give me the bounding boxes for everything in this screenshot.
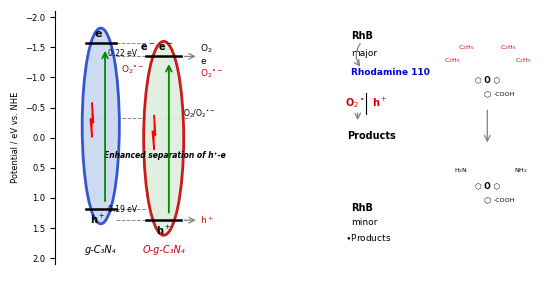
Text: minor: minor <box>351 218 378 227</box>
Text: e: e <box>94 29 102 39</box>
Text: major: major <box>351 49 377 58</box>
Text: C$_2$H$_5$: C$_2$H$_5$ <box>500 43 516 52</box>
Text: NH$_2$: NH$_2$ <box>514 166 528 175</box>
Text: ⬡: ⬡ <box>483 196 491 205</box>
Text: Products: Products <box>347 130 396 140</box>
Text: ⬡ O ⬡: ⬡ O ⬡ <box>475 181 500 190</box>
Text: H$_2$N: H$_2$N <box>454 166 468 175</box>
Text: h$^+$: h$^+$ <box>372 96 388 109</box>
Polygon shape <box>90 103 94 137</box>
Text: h$^+$: h$^+$ <box>156 225 171 237</box>
Text: g-C₃N₄: g-C₃N₄ <box>85 245 117 255</box>
Text: 0.22 eV: 0.22 eV <box>108 49 137 58</box>
Text: 0.19 eV: 0.19 eV <box>108 205 137 214</box>
Text: ⬡: ⬡ <box>483 90 491 99</box>
Text: e: e <box>200 57 206 66</box>
Y-axis label: Potential / eV vs. NHE: Potential / eV vs. NHE <box>10 92 20 183</box>
Text: O$_2$$^{\bullet-}$: O$_2$$^{\bullet-}$ <box>200 67 223 80</box>
Text: -COOH: -COOH <box>493 198 515 203</box>
Text: O$_2$$^\bullet$: O$_2$$^\bullet$ <box>345 96 365 110</box>
Text: Enhanced separation of h⁺-e: Enhanced separation of h⁺-e <box>104 151 226 160</box>
Polygon shape <box>152 115 156 149</box>
Text: $\bullet$Products: $\bullet$Products <box>345 232 392 243</box>
Text: RhB: RhB <box>351 31 373 41</box>
Ellipse shape <box>82 28 119 224</box>
Text: O-g-C₃N₄: O-g-C₃N₄ <box>142 245 185 255</box>
Text: h$^+$: h$^+$ <box>90 213 106 226</box>
Text: O$_2$: O$_2$ <box>200 42 213 55</box>
Text: Rhodamine 110: Rhodamine 110 <box>351 68 430 77</box>
Text: O$_2$/O$_2$$^{\bullet-}$: O$_2$/O$_2$$^{\bullet-}$ <box>183 108 216 121</box>
Text: C$_2$H$_5$: C$_2$H$_5$ <box>443 56 460 65</box>
Text: O$_2$$^{\bullet-}$: O$_2$$^{\bullet-}$ <box>121 64 145 76</box>
Text: e$^-$ e$^-$: e$^-$ e$^-$ <box>140 42 173 53</box>
Text: RhB: RhB <box>351 203 373 212</box>
Text: C$_2$H$_5$: C$_2$H$_5$ <box>515 56 531 65</box>
Ellipse shape <box>144 41 184 235</box>
Text: -COOH: -COOH <box>493 92 515 97</box>
Text: h$^+$: h$^+$ <box>200 214 213 226</box>
Text: ⬡ O ⬡: ⬡ O ⬡ <box>475 75 500 84</box>
Text: C$_2$H$_5$: C$_2$H$_5$ <box>458 43 475 52</box>
